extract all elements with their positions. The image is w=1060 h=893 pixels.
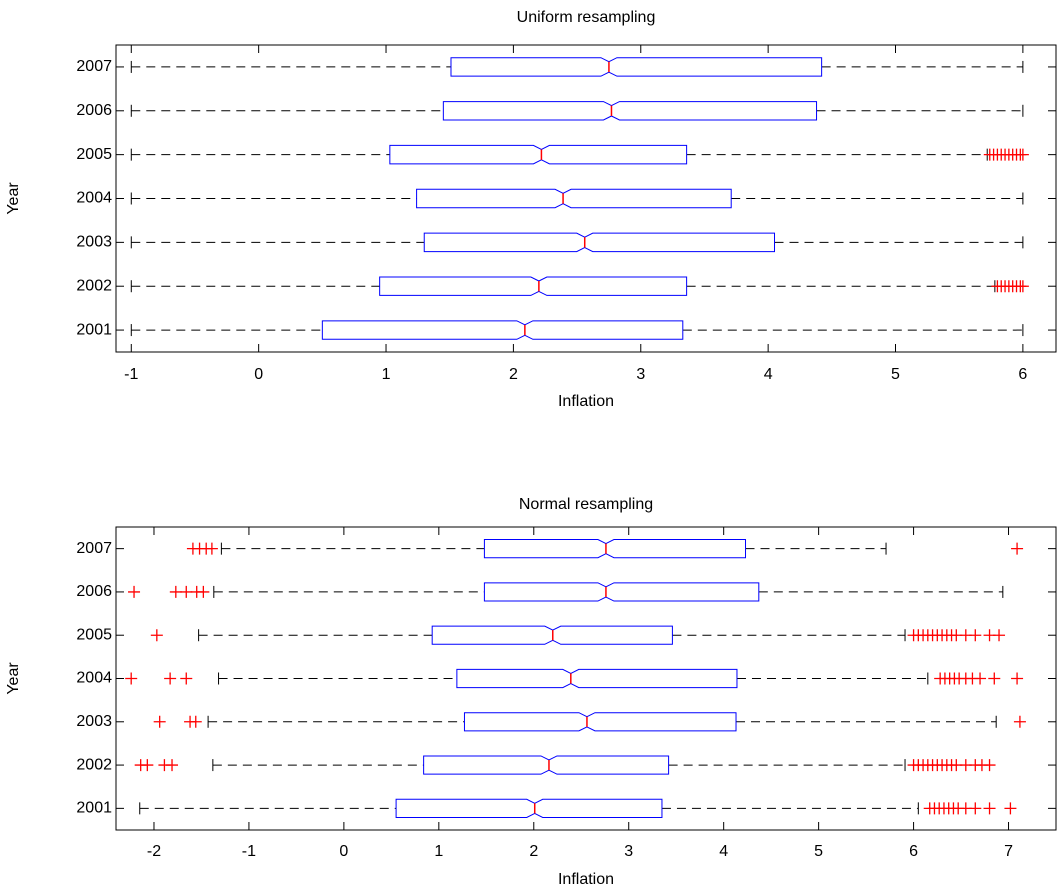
y-tick-label: 2003 — [76, 234, 112, 251]
x-tick-label: 1 — [382, 366, 391, 383]
y-tick-label: 2003 — [76, 713, 112, 730]
x-tick-label: 1 — [434, 843, 443, 860]
outlier — [983, 759, 996, 772]
outlier — [1011, 542, 1024, 555]
y-tick-label: 2004 — [76, 670, 112, 687]
outlier — [164, 672, 177, 685]
x-tick-label: 7 — [1004, 843, 1013, 860]
outlier — [166, 759, 179, 772]
outlier — [1013, 715, 1026, 728]
y-tick-label: 2005 — [76, 146, 112, 163]
outlier — [169, 585, 182, 598]
box — [379, 276, 688, 296]
chart-title: Uniform resampling — [517, 9, 656, 26]
y-tick-label: 2007 — [76, 58, 112, 75]
box — [395, 798, 663, 818]
box — [442, 101, 818, 121]
chart-title: Normal resampling — [519, 496, 653, 513]
y-tick-label: 2004 — [76, 190, 112, 207]
x-tick-label: 3 — [636, 366, 645, 383]
box — [416, 188, 732, 209]
box — [389, 144, 688, 165]
outlier — [988, 672, 1001, 685]
box — [423, 755, 670, 775]
outlier — [125, 672, 138, 685]
y-axis-label: Year — [5, 182, 22, 215]
outlier — [1016, 148, 1029, 161]
outlier — [205, 542, 218, 555]
outlier — [983, 802, 996, 815]
outlier — [969, 629, 982, 642]
box — [321, 320, 684, 340]
y-tick-label: 2006 — [76, 102, 112, 119]
outlier — [993, 629, 1006, 642]
outlier — [197, 585, 210, 598]
outlier — [180, 672, 193, 685]
box — [463, 712, 737, 732]
outlier — [1011, 672, 1024, 685]
box — [483, 582, 760, 602]
outlier — [974, 672, 987, 685]
outlier — [189, 715, 202, 728]
x-tick-label: -1 — [124, 366, 138, 383]
outlier — [1004, 802, 1017, 815]
outlier — [141, 759, 154, 772]
y-tick-label: 2002 — [76, 756, 112, 773]
outlier — [969, 802, 982, 815]
x-tick-label: 5 — [891, 366, 900, 383]
outlier — [153, 715, 166, 728]
x-tick-label: 6 — [909, 843, 918, 860]
y-tick-label: 2002 — [76, 277, 112, 294]
y-tick-label: 2006 — [76, 583, 112, 600]
x-tick-label: 2 — [509, 366, 518, 383]
box — [423, 232, 776, 253]
y-tick-label: 2005 — [76, 626, 112, 643]
x-tick-label: 4 — [719, 843, 728, 860]
outlier — [150, 629, 163, 642]
x-tick-label: -2 — [147, 843, 161, 860]
x-tick-label: 5 — [814, 843, 823, 860]
box — [456, 668, 738, 689]
x-axis-label: Inflation — [558, 871, 614, 888]
y-tick-label: 2001 — [76, 321, 112, 338]
box — [450, 57, 823, 77]
x-tick-label: 0 — [254, 366, 263, 383]
x-tick-label: 6 — [1018, 366, 1027, 383]
x-axis-label: Inflation — [558, 393, 614, 410]
outlier — [1016, 280, 1029, 293]
y-tick-label: 2001 — [76, 800, 112, 817]
box — [483, 539, 747, 559]
outlier — [128, 585, 141, 598]
x-tick-label: 0 — [339, 843, 348, 860]
outlier — [180, 585, 193, 598]
x-tick-label: -1 — [242, 843, 256, 860]
x-tick-label: 3 — [624, 843, 633, 860]
x-tick-label: 2 — [529, 843, 538, 860]
y-tick-label: 2007 — [76, 540, 112, 557]
x-tick-label: 4 — [764, 366, 773, 383]
y-axis-label: Year — [5, 662, 22, 695]
